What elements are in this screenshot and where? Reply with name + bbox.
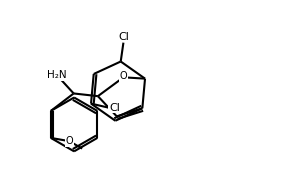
Text: Cl: Cl: [118, 32, 129, 42]
Text: Cl: Cl: [109, 103, 120, 113]
Text: H₂N: H₂N: [47, 70, 66, 80]
Text: O: O: [65, 136, 73, 146]
Text: O: O: [120, 71, 127, 81]
